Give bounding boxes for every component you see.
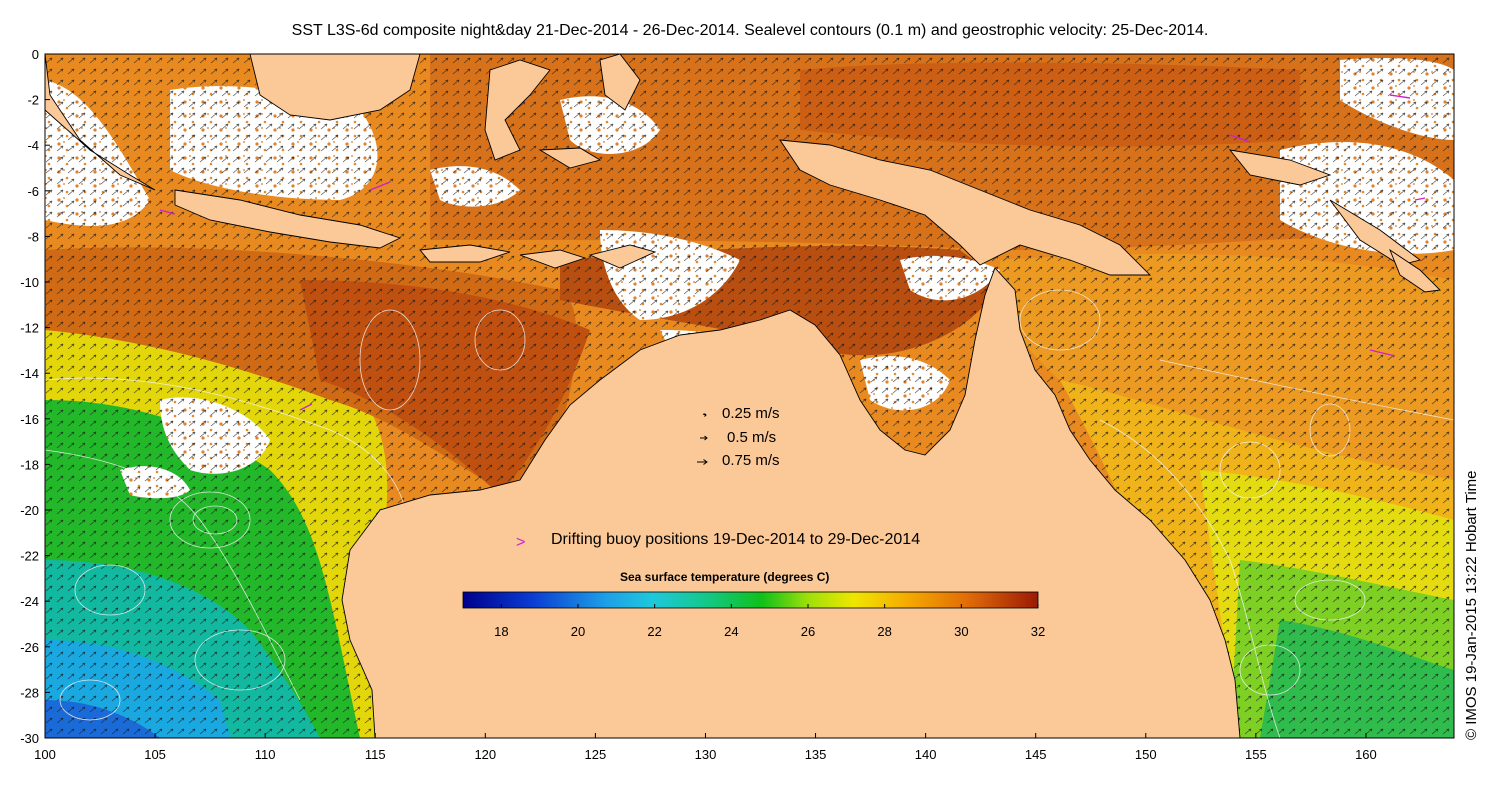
x-tick-label: 130	[695, 747, 717, 762]
credit-label: © IMOS 19-Jan-2015 13:22 Hobart Time	[1463, 470, 1480, 740]
y-tick-label: -4	[27, 138, 39, 153]
y-tick-label: -28	[20, 685, 39, 700]
y-tick-label: 0	[32, 47, 39, 62]
buoy-tracks	[159, 94, 1426, 411]
y-tick-label: -20	[20, 503, 39, 518]
x-tick-label: 120	[474, 747, 496, 762]
colorbar-tick-label: 28	[877, 624, 891, 639]
map-title: SST L3S-6d composite night&day 21-Dec-20…	[291, 22, 1209, 39]
colorbar-tick-label: 24	[724, 624, 738, 639]
colorbar-tick-label: 26	[801, 624, 815, 639]
y-tick-label: -16	[20, 412, 39, 427]
x-tick-label: 105	[144, 747, 166, 762]
y-tick-label: -8	[27, 229, 39, 244]
colorbar-tick-label: 18	[494, 624, 508, 639]
colorbar-tick-label: 22	[647, 624, 661, 639]
x-tick-label: 100	[34, 747, 56, 762]
x-tick-label: 110	[255, 747, 276, 762]
x-tick-label: 135	[805, 747, 827, 762]
colorbar-title: Sea surface temperature (degrees C)	[620, 570, 830, 584]
y-tick-label: -30	[20, 731, 39, 746]
y-tick-label: -12	[20, 321, 39, 336]
colorbar-tick-label: 30	[954, 624, 968, 639]
y-axis: 0 -2 -4 -6 -8 -10 -12 -14 -16 -18 -20 -22 -24 -26 -28 -…	[20, 47, 50, 746]
x-tick-label: 125	[585, 747, 607, 762]
y-tick-label: -24	[20, 594, 39, 609]
velocity-legend-arrows	[697, 413, 708, 465]
colorbar-tick-label: 20	[571, 624, 585, 639]
y-tick-label: -26	[20, 640, 39, 655]
y-tick-label: -22	[20, 549, 39, 564]
x-tick-label: 150	[1135, 747, 1157, 762]
x-tick-label: 145	[1025, 747, 1047, 762]
y-tick-label: -6	[27, 184, 39, 199]
x-tick-label: 115	[365, 747, 386, 762]
y-tick-label: -2	[27, 93, 39, 108]
sst-field	[45, 54, 1454, 738]
y-tick-label: -18	[20, 457, 39, 472]
buoy-legend-label: Drifting buoy positions 19-Dec-2014 to 2…	[551, 531, 921, 548]
velocity-legend-025: 0.25 m/s	[722, 405, 780, 422]
colorbar-ticks: 18 20 22 24 26 28 30 32	[494, 604, 1045, 639]
x-tick-label: 140	[915, 747, 937, 762]
colorbar-ramp	[462, 591, 1039, 609]
y-tick-label: -14	[20, 366, 39, 381]
x-tick-label: 160	[1355, 747, 1377, 762]
buoy-legend-symbol: >	[516, 534, 525, 551]
x-axis: 100 105 110 115 120 125 130 135 140 145 150 155 160	[34, 733, 1377, 762]
velocity-legend-05: 0.5 m/s	[727, 429, 777, 446]
plot-frame	[44, 53, 1455, 739]
y-tick-label: -10	[20, 275, 39, 290]
velocity-legend-075: 0.75 m/s	[722, 452, 780, 469]
x-tick-label: 155	[1245, 747, 1267, 762]
colorbar-tick-label: 32	[1031, 624, 1045, 639]
